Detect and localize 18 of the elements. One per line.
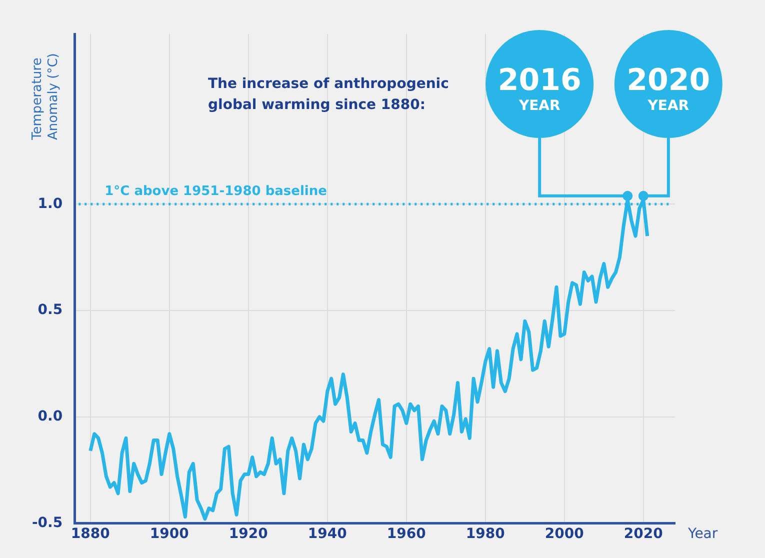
x-axis-title: Year — [688, 526, 718, 542]
x-tick-label: 1980 — [466, 526, 506, 542]
x-tick-label: 1900 — [150, 526, 190, 542]
y-tick-label: 0.5 — [38, 302, 63, 318]
annotation: 2016 YEAR — [498, 63, 582, 114]
ref-line-label: 1°C above 1951-1980 baseline — [104, 184, 328, 200]
y-tick-label: -0.5 — [32, 514, 63, 531]
y-tick-label: 1.0 — [38, 196, 63, 212]
y-axis-title: Temperature Anomaly (°C) — [30, 52, 62, 140]
x-tick-label: 2000 — [544, 526, 584, 542]
x-tick-label: 1960 — [386, 526, 426, 542]
x-tick-label: 2020 — [624, 526, 664, 542]
x-tick-label: 1940 — [308, 526, 348, 542]
annotation: 2020 YEAR — [626, 63, 710, 114]
x-tick-label: 1920 — [228, 526, 268, 542]
y-tick-label: 0.0 — [38, 408, 63, 424]
text: The increase of anthropogenic global warming since 1880: — [208, 75, 450, 115]
x-tick-label: 1880 — [70, 526, 110, 542]
